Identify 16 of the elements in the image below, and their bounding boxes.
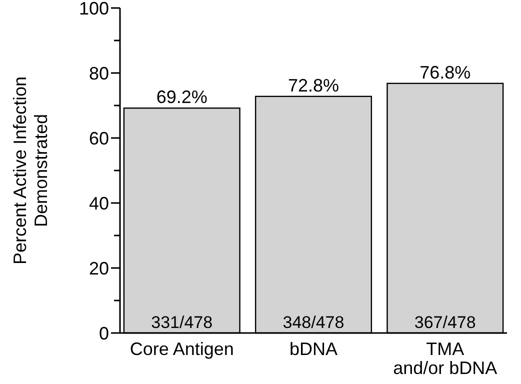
- x-tick-label: Core Antigen: [130, 339, 234, 359]
- x-tick-label: bDNA: [289, 339, 338, 359]
- y-tick-label: 80: [88, 63, 109, 84]
- y-tick-label: 0: [98, 323, 109, 344]
- y-tick-label: 20: [88, 258, 109, 278]
- annotation: 331/478: [151, 313, 213, 332]
- y-tick-label: 100: [78, 0, 109, 18]
- y-tick-label: 60: [88, 128, 109, 148]
- x-tick-label: TMA and/or bDNA: [393, 339, 498, 378]
- annotation: 367/478: [414, 313, 476, 332]
- data-label: 76.8%: [420, 62, 471, 82]
- y-axis-title: Percent Active Infection Demonstrated: [10, 76, 51, 265]
- y-tick-label: 40: [88, 193, 109, 214]
- data-label: 69.2%: [156, 87, 208, 108]
- annotation: 348/478: [282, 313, 344, 332]
- data-label: 72.8%: [288, 75, 340, 96]
